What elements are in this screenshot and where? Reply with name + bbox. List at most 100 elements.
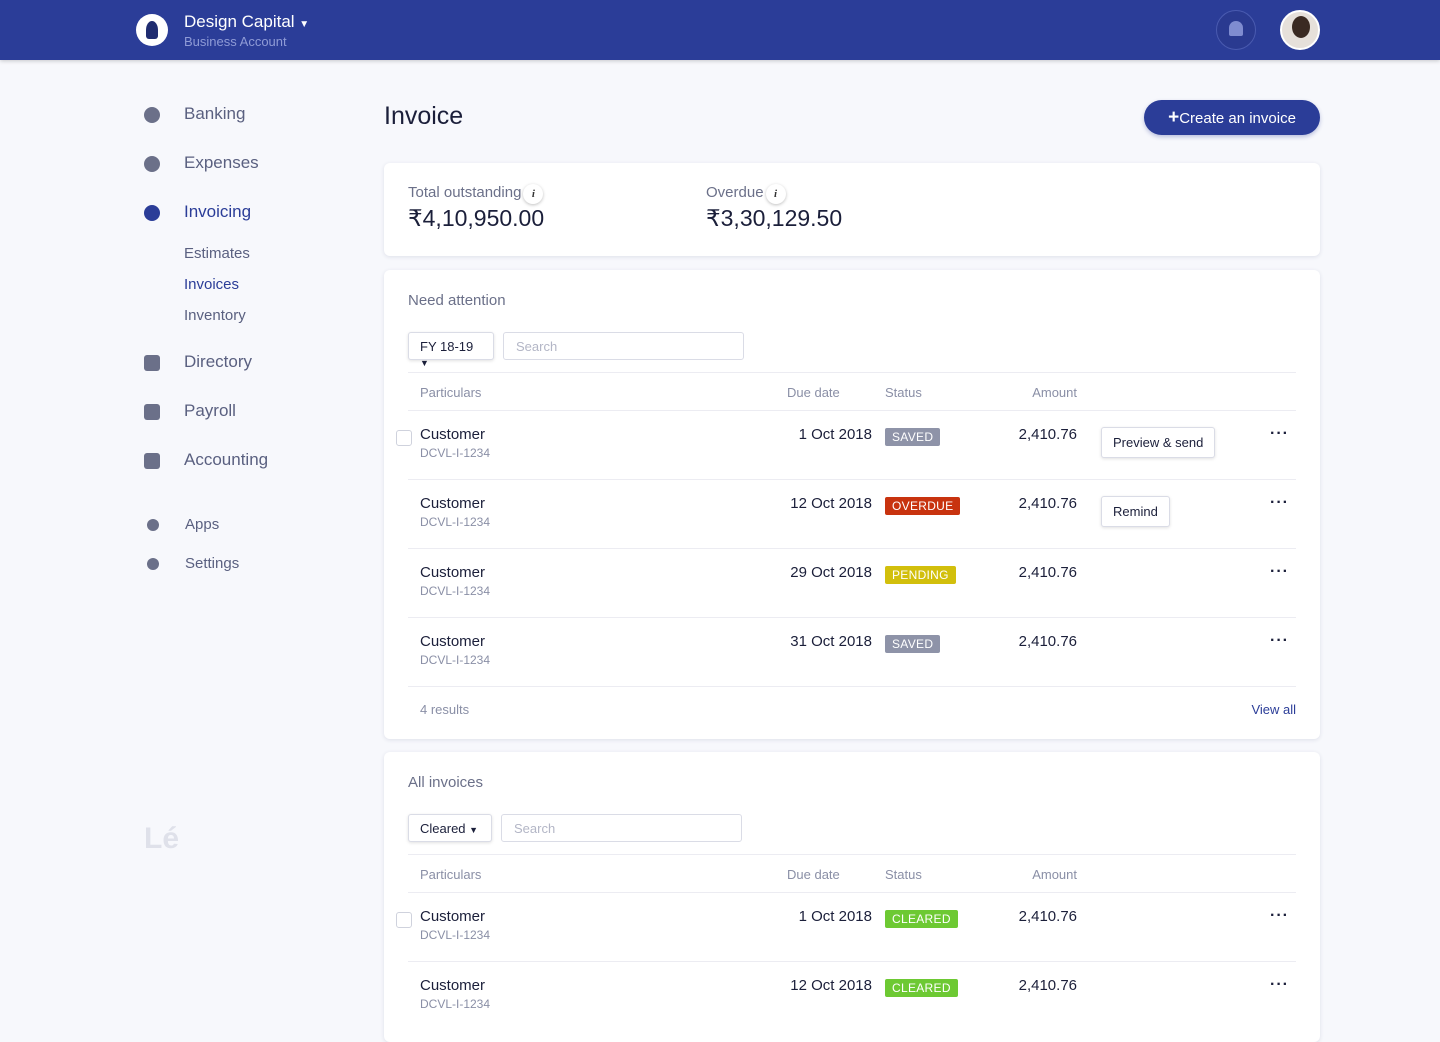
section-title: All invoices bbox=[408, 774, 484, 791]
nav-icon bbox=[147, 558, 159, 570]
nav-icon bbox=[144, 205, 160, 221]
more-menu[interactable]: ··· bbox=[1270, 976, 1289, 993]
label: Total outstanding bbox=[408, 184, 522, 201]
nav-item[interactable]: Apps bbox=[185, 516, 220, 533]
nav-item[interactable]: Settings bbox=[185, 555, 240, 572]
search-input[interactable]: Search bbox=[501, 814, 742, 842]
amount: 2,410.76 bbox=[1018, 564, 1077, 581]
column-header: Particulars bbox=[420, 385, 482, 400]
attention-card: Need attention FY 18-19 ▼ Search Particular… bbox=[384, 270, 1320, 739]
nav-icon bbox=[144, 156, 160, 172]
account-type: Business Account bbox=[184, 34, 287, 49]
create-invoice-button[interactable]: +Create an invoice bbox=[1144, 100, 1320, 135]
top-bar: Design Capital ▼ Business Account bbox=[0, 0, 1440, 60]
nav-subitem[interactable]: Inventory bbox=[184, 307, 246, 324]
column-header: Due date bbox=[787, 867, 840, 882]
more-menu[interactable]: ··· bbox=[1270, 632, 1289, 649]
invoice-id: DCVL-I-1234 bbox=[420, 515, 491, 529]
nav-icon bbox=[144, 107, 160, 123]
status-tag: CLEARED bbox=[885, 910, 958, 928]
company-name[interactable]: Design Capital ▼ bbox=[184, 12, 310, 31]
amount: 2,410.76 bbox=[1018, 977, 1077, 994]
due-date: 29 Oct 2018 bbox=[790, 564, 872, 581]
nav-item[interactable]: Payroll bbox=[184, 401, 236, 420]
results-count: 4 results bbox=[420, 702, 470, 717]
column-header: Amount bbox=[1032, 385, 1077, 400]
due-date: 12 Oct 2018 bbox=[790, 495, 872, 512]
nav-item[interactable]: Banking bbox=[184, 104, 246, 123]
table-footer: 4 results View all bbox=[408, 686, 1296, 746]
nav-item[interactable]: Invoicing bbox=[184, 202, 252, 221]
invoice-id: DCVL-I-1234 bbox=[420, 928, 491, 942]
view-all-link[interactable]: View all bbox=[1251, 702, 1296, 717]
checkbox[interactable] bbox=[396, 430, 412, 446]
nav-icon bbox=[147, 519, 159, 531]
amount: 2,410.76 bbox=[1018, 633, 1077, 650]
table-header: Particulars Due date Status Amount bbox=[408, 372, 1296, 410]
nav-subitem[interactable]: Invoices bbox=[184, 276, 240, 293]
more-menu[interactable]: ··· bbox=[1270, 494, 1289, 511]
create-label[interactable]: Create an invoice bbox=[1179, 110, 1296, 127]
invoice-id: DCVL-I-1234 bbox=[420, 653, 491, 667]
avatar[interactable] bbox=[1280, 10, 1320, 50]
more-menu[interactable]: ··· bbox=[1270, 425, 1289, 442]
row-action[interactable]: Remind bbox=[1101, 496, 1170, 527]
all-invoices-card: All invoices Cleared ▼ Search Particulars Du… bbox=[384, 752, 1320, 1042]
amount: 2,410.76 bbox=[1018, 426, 1077, 443]
more-menu[interactable]: ··· bbox=[1270, 563, 1289, 580]
summary-label: Total outstanding i bbox=[408, 184, 544, 204]
page: Design Capital ▼ Business Account Bankin… bbox=[0, 0, 1440, 1011]
nav-item[interactable]: Expenses bbox=[184, 153, 259, 172]
column-header: Particulars bbox=[420, 867, 482, 882]
invoice-row[interactable]: Customer DCVL-I-1234 1 Oct 2018 SAVED 2,410.… bbox=[396, 410, 1296, 479]
invoice-row[interactable]: Customer DCVL-I-1234 29 Oct 2018 PENDING 2,4… bbox=[408, 548, 1296, 617]
status-tag: OVERDUE bbox=[885, 497, 961, 515]
more-menu[interactable]: ··· bbox=[1270, 907, 1289, 924]
customer-name: Customer bbox=[420, 977, 486, 994]
checkbox[interactable] bbox=[396, 912, 412, 928]
logo bbox=[136, 14, 168, 46]
filter-dropdown[interactable]: FY 18-19 ▼ bbox=[408, 332, 494, 368]
nav-icon bbox=[144, 453, 160, 469]
status-tag: SAVED bbox=[885, 635, 941, 653]
invoice-id: DCVL-I-1234 bbox=[420, 446, 491, 460]
page-title: Invoice bbox=[384, 102, 464, 130]
search-input[interactable]: Search bbox=[503, 332, 744, 360]
summary-value: ₹4,10,950.00 bbox=[408, 205, 545, 231]
customer-name: Customer bbox=[420, 564, 486, 581]
customer-name: Customer bbox=[420, 495, 486, 512]
summary-value: ₹3,30,129.50 bbox=[706, 205, 843, 231]
invoice-row[interactable]: Customer DCVL-I-1234 31 Oct 2018 SAVED 2,410… bbox=[408, 617, 1296, 686]
status-tag: PENDING bbox=[885, 566, 956, 584]
row-action[interactable]: Preview & send bbox=[1101, 427, 1216, 458]
filter-dropdown[interactable]: Cleared ▼ bbox=[408, 814, 492, 842]
filter[interactable]: Cleared bbox=[420, 821, 466, 836]
invoice-id: DCVL-I-1234 bbox=[420, 584, 491, 598]
nav-item[interactable]: Accounting bbox=[184, 450, 269, 469]
nav-icon bbox=[144, 404, 160, 420]
invoice-row[interactable]: Customer DCVL-I-1234 12 Oct 2018 CLEARED 2,4… bbox=[408, 961, 1296, 1030]
company[interactable]: Design Capital bbox=[184, 12, 295, 31]
customer-name: Customer bbox=[420, 908, 486, 925]
nav-icon bbox=[144, 355, 160, 371]
column-header: Amount bbox=[1032, 867, 1077, 882]
due-date: 12 Oct 2018 bbox=[790, 977, 872, 994]
amount: 2,410.76 bbox=[1018, 908, 1077, 925]
invoice-id: DCVL-I-1234 bbox=[420, 997, 491, 1011]
nav-item[interactable]: Directory bbox=[184, 352, 253, 371]
status-tag: SAVED bbox=[885, 428, 941, 446]
invoice-row[interactable]: Customer DCVL-I-1234 12 Oct 2018 OVERDUE 2,4… bbox=[408, 479, 1296, 548]
summary-card: Total outstanding i ₹4,10,950.00 Overdue i ₹3… bbox=[384, 163, 1320, 256]
filter[interactable]: FY 18-19 bbox=[420, 339, 474, 354]
nav-subitem[interactable]: Estimates bbox=[184, 245, 250, 262]
notifications[interactable] bbox=[1216, 10, 1256, 50]
status-tag: CLEARED bbox=[885, 979, 958, 997]
due-date: 1 Oct 2018 bbox=[798, 908, 872, 925]
column-header: Status bbox=[885, 385, 922, 400]
due-date: 31 Oct 2018 bbox=[790, 633, 872, 650]
section-title: Need attention bbox=[408, 292, 506, 309]
summary-label: Overdue i bbox=[706, 184, 786, 204]
due-date: 1 Oct 2018 bbox=[798, 426, 872, 443]
customer-name: Customer bbox=[420, 633, 486, 650]
invoice-row[interactable]: Customer DCVL-I-1234 1 Oct 2018 CLEARED 2,41… bbox=[396, 892, 1296, 961]
